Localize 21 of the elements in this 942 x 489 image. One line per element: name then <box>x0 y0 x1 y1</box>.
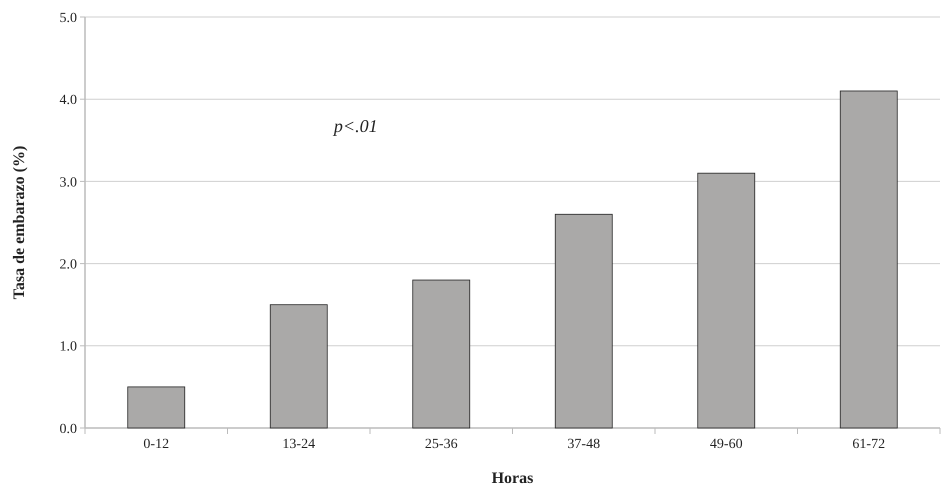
y-tick-label: 3.0 <box>60 175 77 190</box>
x-axis-title: Horas <box>492 470 534 487</box>
x-tick-label: 0-12 <box>143 437 170 452</box>
x-tick-label: 61-72 <box>852 437 886 452</box>
x-tick-label: 25-36 <box>424 437 458 452</box>
bar <box>412 280 470 428</box>
y-tick-label: 4.0 <box>60 93 77 108</box>
y-axis-title: Tasa de embarazo (%) <box>11 146 28 300</box>
y-tick-label: 2.0 <box>60 258 77 272</box>
bar <box>127 386 186 428</box>
y-tick-label: 0.0 <box>60 422 77 437</box>
bar <box>840 90 898 428</box>
bar <box>270 304 328 428</box>
x-tick-label: 13-24 <box>282 437 316 452</box>
annotation: p<.01 <box>332 116 378 136</box>
y-tick-label: 5.0 <box>60 10 77 26</box>
bar <box>697 172 756 428</box>
x-tick-label: 49-60 <box>710 437 743 452</box>
bar <box>554 214 613 428</box>
x-tick-label: 37-48 <box>567 437 600 452</box>
y-tick-label: 1.0 <box>60 340 77 355</box>
